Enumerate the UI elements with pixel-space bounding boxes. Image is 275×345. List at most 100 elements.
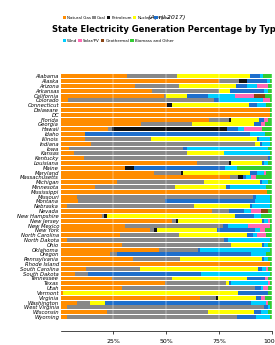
Bar (60, 262, 270, 266)
Bar (226, 185, 230, 189)
Bar (60, 228, 150, 232)
Bar (187, 151, 224, 155)
Bar (60, 93, 164, 98)
Bar (68, 98, 214, 102)
Bar (262, 267, 266, 271)
Bar (159, 248, 198, 252)
Bar (110, 253, 117, 256)
Bar (266, 253, 272, 256)
Bar (270, 108, 272, 112)
Bar (67, 238, 224, 242)
Bar (125, 166, 134, 170)
Bar (229, 209, 244, 213)
Bar (246, 175, 251, 179)
Bar (60, 204, 67, 208)
Bar (60, 257, 133, 261)
Bar (265, 122, 272, 126)
Bar (122, 286, 255, 290)
Bar (270, 281, 272, 285)
Bar (261, 296, 265, 300)
Bar (228, 224, 248, 227)
Bar (260, 142, 262, 146)
Bar (270, 156, 272, 160)
Bar (60, 248, 159, 252)
Bar (208, 93, 235, 98)
Bar (60, 243, 122, 247)
Bar (60, 98, 68, 102)
Bar (60, 195, 77, 199)
Bar (60, 113, 270, 117)
Bar (260, 74, 263, 78)
Bar (60, 238, 67, 242)
Bar (172, 103, 249, 107)
Bar (270, 305, 272, 309)
Bar (259, 118, 263, 121)
Bar (183, 171, 251, 175)
Bar (236, 84, 247, 88)
Title: State Electricity Generation Percentage by Type: State Electricity Generation Percentage … (52, 24, 275, 33)
Bar (112, 127, 227, 131)
Bar (60, 214, 102, 218)
Bar (247, 84, 257, 88)
Bar (262, 257, 264, 261)
Bar (268, 147, 272, 150)
Bar (251, 175, 256, 179)
Bar (106, 214, 235, 218)
Bar (264, 89, 268, 93)
Bar (60, 300, 77, 305)
Bar (268, 267, 272, 271)
Bar (268, 300, 272, 305)
Bar (125, 224, 223, 227)
Bar (192, 122, 254, 126)
Bar (60, 296, 200, 300)
Bar (231, 281, 268, 285)
Bar (176, 219, 178, 223)
Bar (208, 310, 254, 314)
Bar (77, 300, 90, 305)
Bar (151, 137, 257, 141)
Bar (270, 79, 272, 83)
Bar (60, 291, 63, 295)
Bar (237, 315, 256, 319)
Bar (60, 199, 78, 204)
Bar (227, 127, 238, 131)
Text: (April 2017): (April 2017) (148, 16, 185, 20)
Bar (230, 175, 238, 179)
Bar (253, 233, 257, 237)
Bar (60, 171, 154, 175)
Bar (266, 185, 272, 189)
Bar (180, 257, 262, 261)
Bar (165, 281, 226, 285)
Bar (267, 79, 270, 83)
Bar (261, 286, 263, 290)
Bar (172, 276, 247, 280)
Bar (172, 219, 176, 223)
Bar (60, 127, 108, 131)
Bar (262, 209, 268, 213)
Bar (60, 305, 67, 309)
Bar (230, 185, 266, 189)
Bar (251, 300, 266, 305)
Bar (250, 204, 252, 208)
Bar (266, 103, 272, 107)
Bar (251, 171, 257, 175)
Bar (255, 228, 260, 232)
Bar (268, 291, 272, 295)
Bar (154, 171, 181, 175)
Bar (257, 296, 261, 300)
Bar (219, 89, 230, 93)
Bar (197, 161, 229, 165)
Bar (270, 272, 272, 276)
Bar (244, 127, 262, 131)
Bar (270, 98, 272, 102)
Bar (150, 228, 154, 232)
Bar (200, 248, 270, 252)
Bar (194, 204, 250, 208)
Bar (268, 276, 272, 280)
Bar (251, 253, 266, 256)
Bar (270, 262, 272, 266)
Bar (231, 243, 262, 247)
Bar (231, 161, 262, 165)
Bar (268, 156, 270, 160)
Bar (262, 161, 264, 165)
